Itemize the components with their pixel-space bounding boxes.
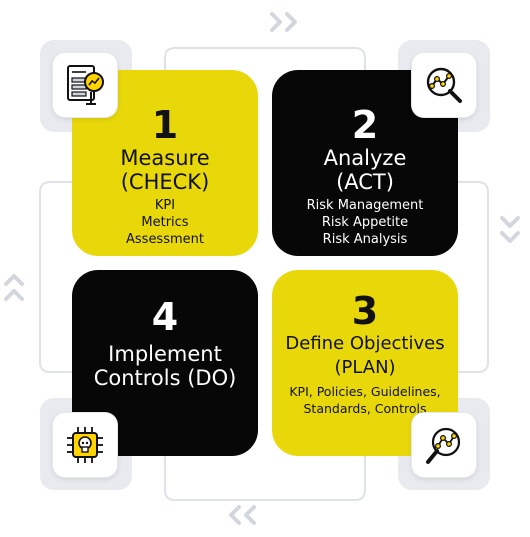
item-text: Metrics <box>141 215 189 230</box>
quadrant-title: Measure <box>120 146 210 170</box>
step-number: 1 <box>151 103 179 147</box>
quadrant-items: Risk Management Risk Appetite Risk Analy… <box>307 197 424 248</box>
search-analytics-icon <box>412 413 476 477</box>
step-number: 4 <box>151 295 179 339</box>
quadrant-title: Define Objectives <box>285 333 445 354</box>
step-number: 2 <box>351 103 379 147</box>
quadrant-subtitle: (CHECK) <box>120 170 210 194</box>
quadrant-measure: 1 Measure (CHECK) KPI Metrics Assessment <box>72 70 258 256</box>
chip-skull-icon <box>53 413 117 477</box>
quadrant-items: KPI Metrics Assessment <box>126 197 204 248</box>
double-chevron-right-icon <box>270 12 297 32</box>
step-number: 3 <box>351 289 379 333</box>
item-text: Assessment <box>126 232 204 247</box>
outline-cross <box>39 47 489 501</box>
double-chevron-up-icon <box>4 274 24 301</box>
double-chevron-down-icon <box>500 216 520 243</box>
report-chart-icon <box>53 53 117 117</box>
analytics-magnifier-icon <box>412 53 476 117</box>
quadrant-title: Analyze <box>323 146 407 170</box>
quadrant-title: Implement <box>108 342 222 366</box>
item-text: KPI <box>154 198 176 213</box>
quadrant-subtitle: (PLAN) <box>334 357 396 378</box>
item-text: Risk Management <box>306 198 424 213</box>
quadrant-items: KPI, Policies, Guidelines, Standards, Co… <box>289 383 440 417</box>
item-text: KPI, Policies, Guidelines, <box>289 384 441 399</box>
quadrant-subtitle: (ACT) <box>336 170 394 194</box>
item-text: Standards, Controls <box>303 401 427 416</box>
item-text: Risk Analysis <box>322 232 408 247</box>
double-chevron-left-icon <box>229 505 256 525</box>
item-text: Risk Appetite <box>321 215 409 230</box>
quadrant-subtitle: Controls (DO) <box>93 366 237 390</box>
